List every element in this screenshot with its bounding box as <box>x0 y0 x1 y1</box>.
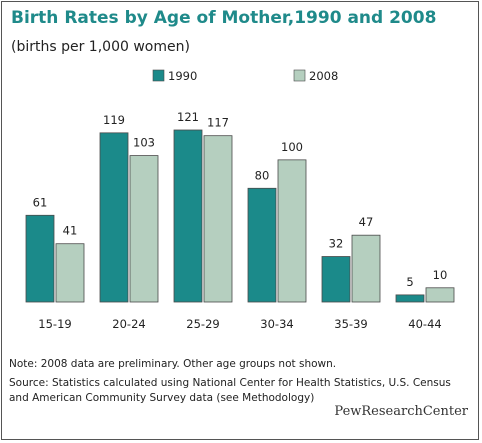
value-label-2008-40-44: 10 <box>433 268 448 282</box>
bars-group <box>25 129 455 303</box>
bar-2008-30-34 <box>277 159 307 303</box>
bar-1990-25-29 <box>173 129 203 303</box>
value-label-1990-30-34: 80 <box>255 168 270 182</box>
x-tick-label-35-39: 35-39 <box>334 317 367 331</box>
x-tick-label-40-44: 40-44 <box>408 317 441 331</box>
legend-label-1990: 1990 <box>168 69 197 83</box>
value-label-2008-25-29: 117 <box>207 116 229 130</box>
bar-2008-35-39 <box>351 234 381 303</box>
value-label-1990-35-39: 32 <box>329 237 344 251</box>
bar-2008-40-44 <box>425 287 455 303</box>
legend: 1990 2008 <box>152 69 338 83</box>
chart-source: Source: Statistics calculated using Nati… <box>9 377 451 404</box>
bar-1990-35-39 <box>321 256 351 303</box>
bar-chart: 1990 2008 61 41 119 103 121 117 80 100 32 47 5 10 15… <box>25 69 455 331</box>
chart-title: Birth Rates by Age of Mother,1990 and 20… <box>11 8 437 28</box>
x-tick-labels-group: 15-19 20-24 25-29 30-34 35-39 40-44 <box>38 317 441 331</box>
legend-swatch-1990 <box>152 69 165 82</box>
pew-research-center-logo: PewResearchCenter <box>334 404 468 419</box>
bar-2008-15-19 <box>55 243 85 303</box>
legend-swatch-2008 <box>293 69 306 82</box>
bar-1990-20-24 <box>99 132 129 303</box>
x-tick-label-20-24: 20-24 <box>112 317 145 331</box>
bar-2008-20-24 <box>129 155 159 303</box>
value-label-2008-30-34: 100 <box>281 140 303 154</box>
bar-1990-40-44 <box>395 294 425 303</box>
bar-1990-15-19 <box>25 214 55 303</box>
value-label-1990-25-29: 121 <box>177 110 199 124</box>
value-label-2008-35-39: 47 <box>359 215 374 229</box>
value-label-2008-20-24: 103 <box>133 136 155 150</box>
value-label-2008-15-19: 41 <box>63 224 78 238</box>
chart-note: Note: 2008 data are preliminary. Other a… <box>9 358 337 370</box>
x-tick-label-25-29: 25-29 <box>186 317 219 331</box>
bar-2008-25-29 <box>203 135 233 303</box>
legend-label-2008: 2008 <box>309 69 338 83</box>
value-labels-group: 61 41 119 103 121 117 80 100 32 47 5 10 <box>33 110 448 289</box>
x-tick-label-15-19: 15-19 <box>38 317 71 331</box>
chart-subtitle: (births per 1,000 women) <box>11 39 190 55</box>
value-label-1990-20-24: 119 <box>103 113 125 127</box>
value-label-1990-15-19: 61 <box>33 195 48 209</box>
x-tick-label-30-34: 30-34 <box>260 317 293 331</box>
value-label-1990-40-44: 5 <box>406 275 413 289</box>
bar-1990-30-34 <box>247 187 277 303</box>
